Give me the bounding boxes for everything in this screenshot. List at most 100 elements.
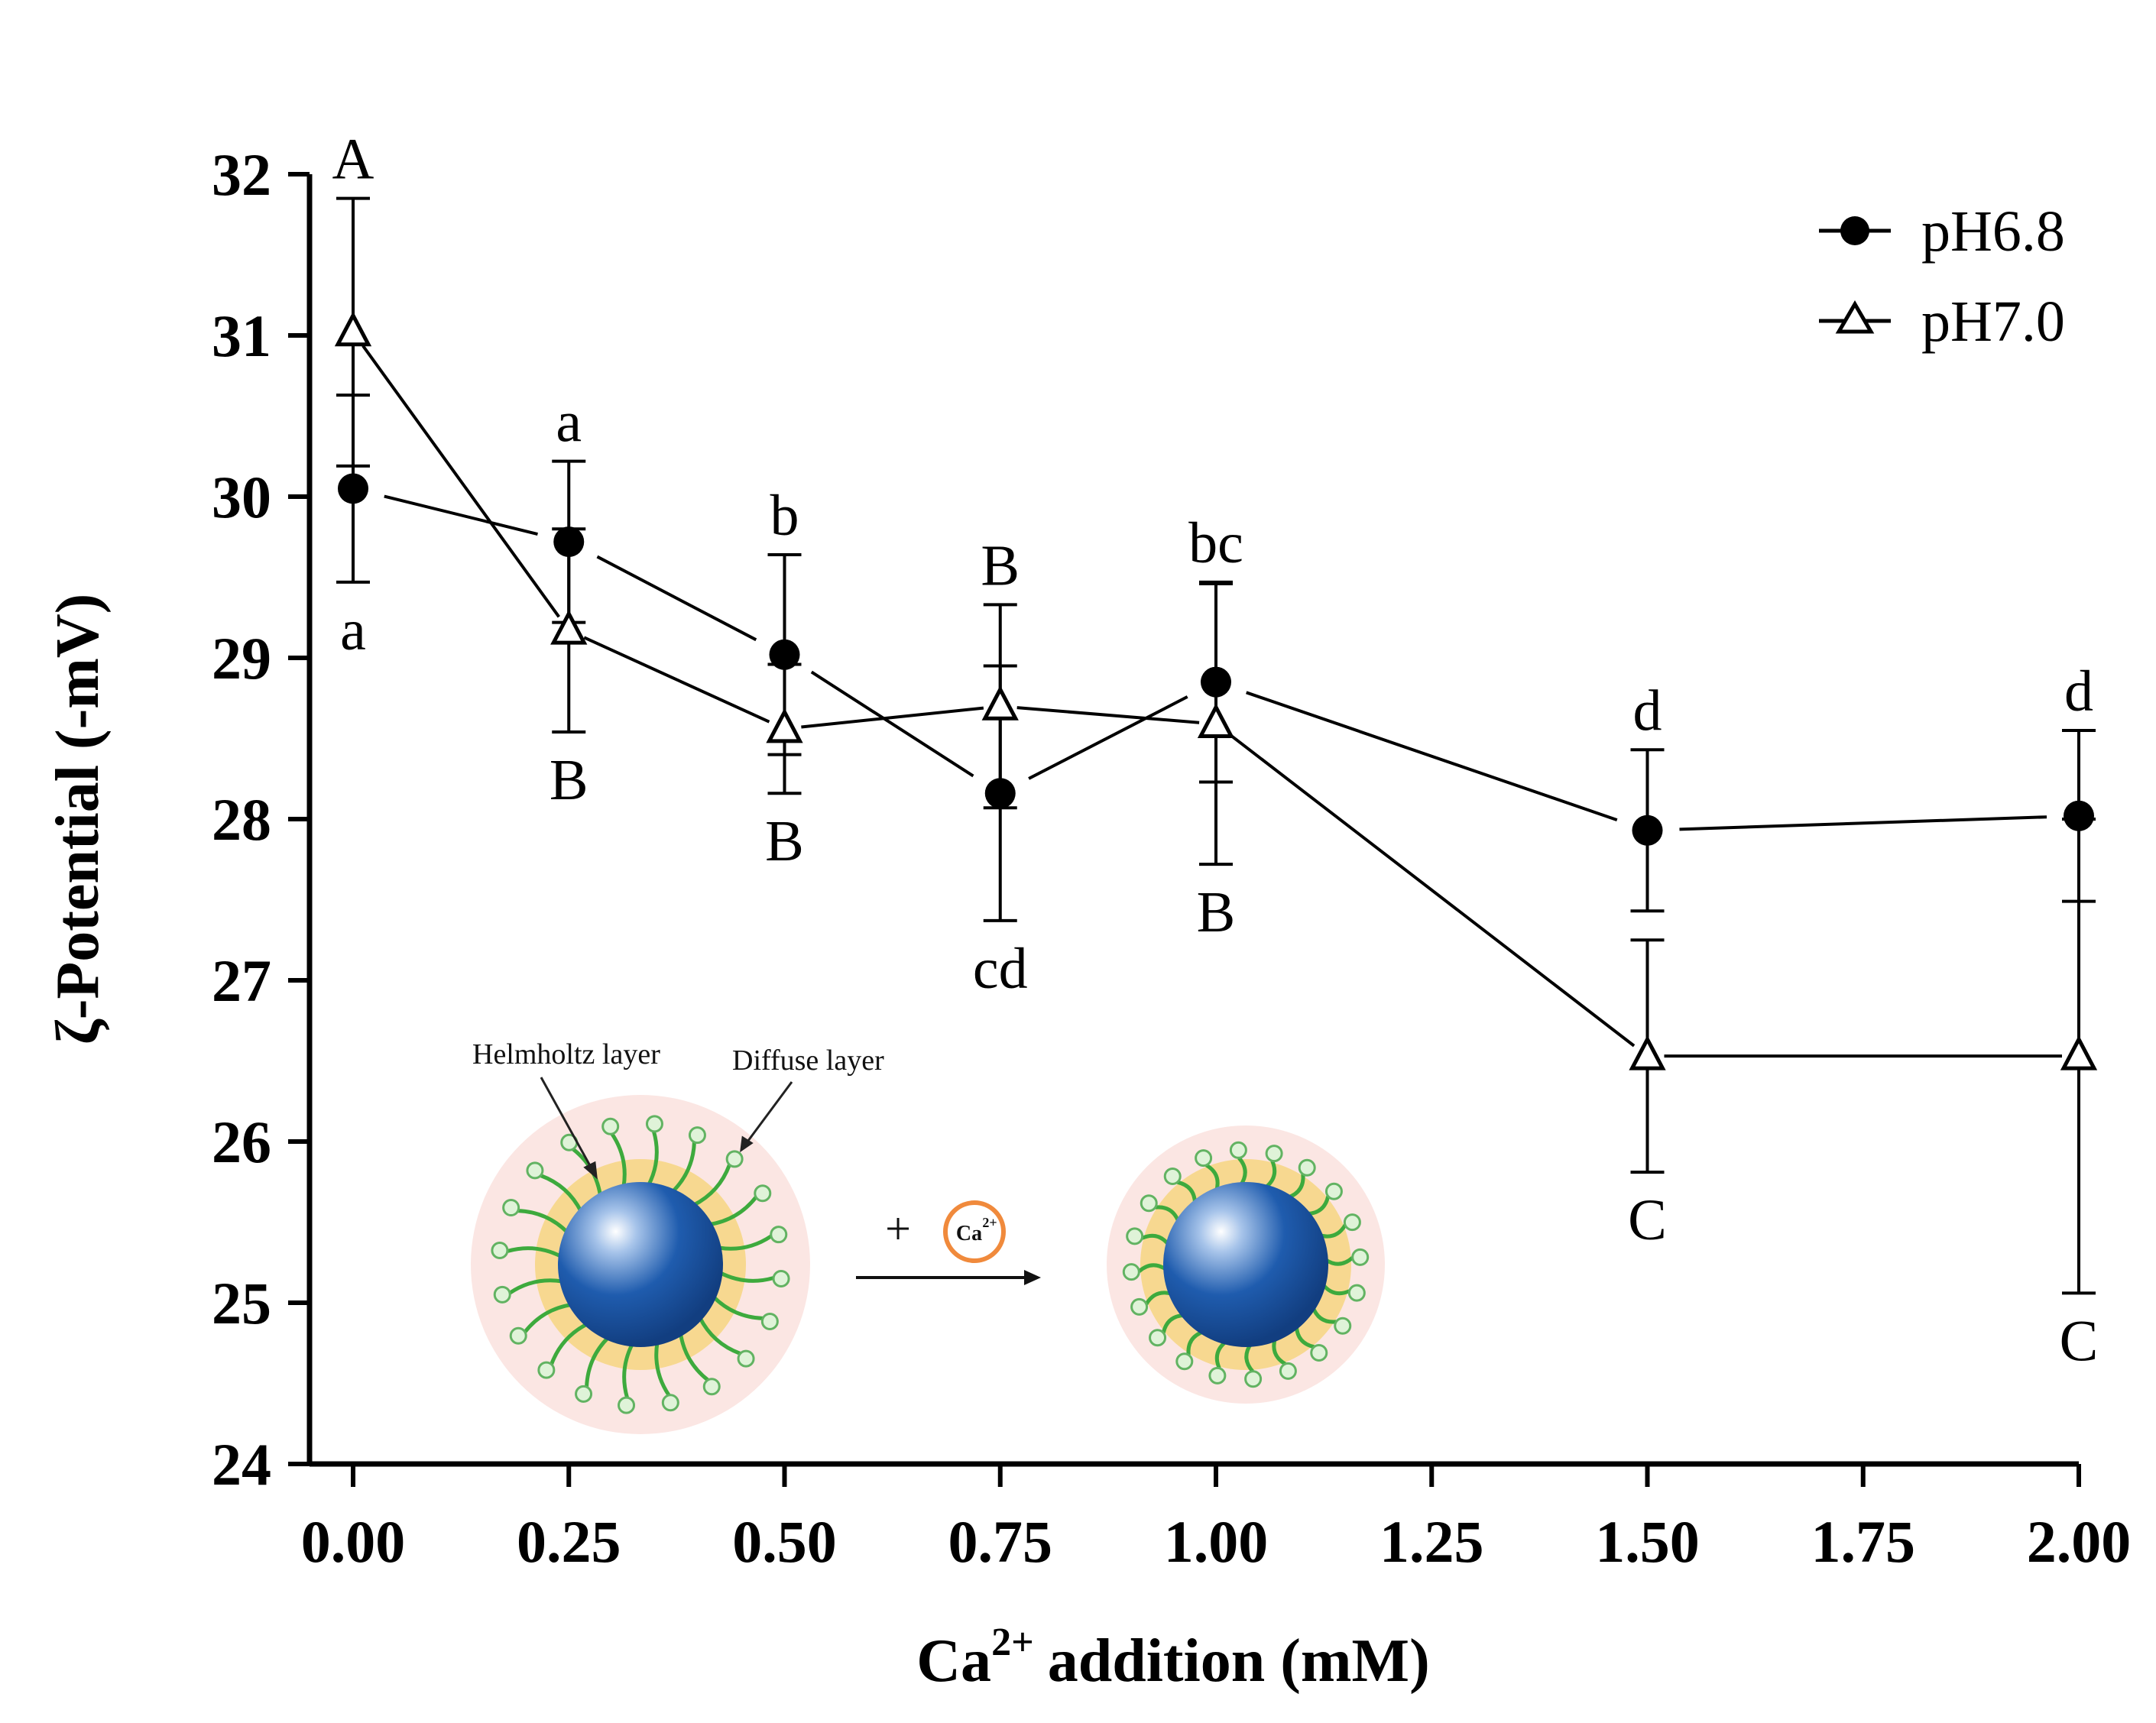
x-tick-label: 2.00 — [2027, 1508, 2132, 1575]
significance-label: a — [556, 390, 582, 455]
charge-bead — [688, 1126, 706, 1145]
data-point-triangle — [1197, 703, 1235, 739]
charge-bead — [1195, 1149, 1213, 1168]
particle-core — [558, 1182, 723, 1347]
charge-bead — [1140, 1194, 1158, 1213]
charge-bead — [601, 1117, 620, 1135]
legend-marker-circle — [1840, 216, 1869, 245]
polymer-chain — [647, 1131, 659, 1187]
charge-bead — [737, 1349, 755, 1368]
charge-bead — [725, 1150, 744, 1168]
charge-bead — [754, 1184, 772, 1203]
charge-bead — [1351, 1248, 1370, 1266]
legend-item-ph70: pH7.0 — [1819, 290, 2065, 354]
polymer-chain — [698, 1317, 741, 1355]
data-point-circle — [769, 639, 800, 670]
y-tick-label: 26 — [212, 1109, 271, 1175]
y-tick-label: 29 — [212, 625, 271, 691]
data-point-triangle — [334, 311, 372, 347]
data-point-circle — [1632, 815, 1663, 846]
particle-after — [1107, 1125, 1385, 1404]
charge-bead — [1298, 1158, 1316, 1177]
polymer-chain — [540, 1174, 583, 1213]
charge-bead — [760, 1312, 779, 1330]
x-axis-title-text: addition (mM) — [1048, 1627, 1430, 1695]
charge-bead — [491, 1242, 509, 1260]
calcium-ion-icon — [943, 1200, 1006, 1263]
charge-bead — [1310, 1343, 1328, 1362]
significance-label: C — [2060, 1309, 2099, 1373]
series-line-segment — [596, 555, 757, 642]
charge-bead — [1175, 1352, 1194, 1371]
significance-label: d — [2064, 659, 2093, 724]
plus-sign: + — [885, 1203, 911, 1254]
charge-bead — [1334, 1317, 1352, 1335]
series-line-segment — [810, 670, 974, 778]
charge-bead — [1130, 1297, 1149, 1316]
significance-label: d — [1633, 679, 1662, 743]
y-tick-label: 31 — [212, 303, 271, 369]
diffuse-layer-label: Diffuse layer — [732, 1044, 884, 1077]
charge-bead — [1149, 1329, 1167, 1347]
charge-bead — [1244, 1370, 1263, 1388]
x-axis-title-charge: 2+ — [991, 1621, 1034, 1664]
y-axis-title: ζ-Potential (-mV) — [44, 594, 112, 1045]
series-pH70 — [334, 196, 2098, 1295]
charge-bead — [1347, 1284, 1366, 1302]
series-line-segment — [1246, 691, 1618, 822]
polymer-chain — [692, 1164, 731, 1207]
polymer-chain — [517, 1209, 569, 1234]
significance-label: cd — [973, 937, 1028, 1001]
charge-bead — [1279, 1362, 1297, 1380]
y-axis-ticks: 24 25 26 27 28 29 30 31 32 — [212, 141, 310, 1498]
data-point-triangle — [2060, 1035, 2098, 1070]
polymer-chain — [718, 1271, 774, 1283]
series-line-segment — [1679, 815, 2047, 831]
significance-label: B — [765, 809, 804, 873]
data-point-triangle — [766, 708, 803, 743]
charge-bead — [1122, 1263, 1140, 1281]
charge-bead — [1265, 1145, 1283, 1163]
y-tick-label: 24 — [212, 1431, 271, 1498]
series-line-segment — [361, 345, 560, 618]
y-tick-label: 32 — [212, 141, 271, 208]
x-tick-label: 1.25 — [1380, 1508, 1484, 1575]
charge-bead — [1208, 1366, 1227, 1385]
polymer-chain — [654, 1342, 671, 1397]
charge-bead — [1229, 1141, 1247, 1159]
y-tick-label: 25 — [212, 1270, 271, 1336]
y-tick-label: 28 — [212, 786, 271, 853]
polymer-chain — [708, 1196, 758, 1227]
charge-bead — [770, 1226, 788, 1244]
legend-item-ph68: pH6.8 — [1819, 199, 2065, 264]
polymer-chain — [523, 1302, 572, 1333]
legend-marker-triangle — [1835, 300, 1875, 334]
charge-bead — [526, 1161, 544, 1180]
particle-before — [471, 1095, 810, 1434]
significance-label: C — [1628, 1188, 1667, 1252]
x-axis-ticks: 0.00 0.25 0.50 0.75 1.00 1.25 1.50 1.75 2.00 — [301, 1464, 2132, 1575]
significance-label: A — [332, 128, 374, 192]
significance-label: b — [770, 484, 799, 548]
polymer-chain — [585, 1336, 610, 1388]
polymer-chain — [507, 1246, 563, 1258]
x-tick-label: 1.00 — [1164, 1508, 1269, 1575]
charge-bead — [537, 1361, 556, 1379]
charge-bead — [1324, 1182, 1343, 1200]
polymer-chain — [671, 1142, 696, 1193]
data-point-triangle — [550, 609, 588, 645]
series-line-segment — [801, 706, 984, 729]
charge-bead — [502, 1199, 520, 1217]
surface-chains — [491, 1115, 790, 1414]
charge-bead — [1163, 1168, 1182, 1186]
x-tick-label: 1.50 — [1595, 1508, 1700, 1575]
polymer-chain — [718, 1234, 773, 1251]
reaction-arrow — [856, 1270, 1041, 1285]
data-point-circle — [2064, 800, 2094, 831]
helmholtz-layer-label: Helmholtz layer — [472, 1038, 660, 1070]
inset-illustration: Helmholtz layer Diffuse layer + Ca 2+ — [471, 1038, 1385, 1434]
charge-bead — [575, 1385, 593, 1403]
charge-bead — [645, 1115, 663, 1133]
